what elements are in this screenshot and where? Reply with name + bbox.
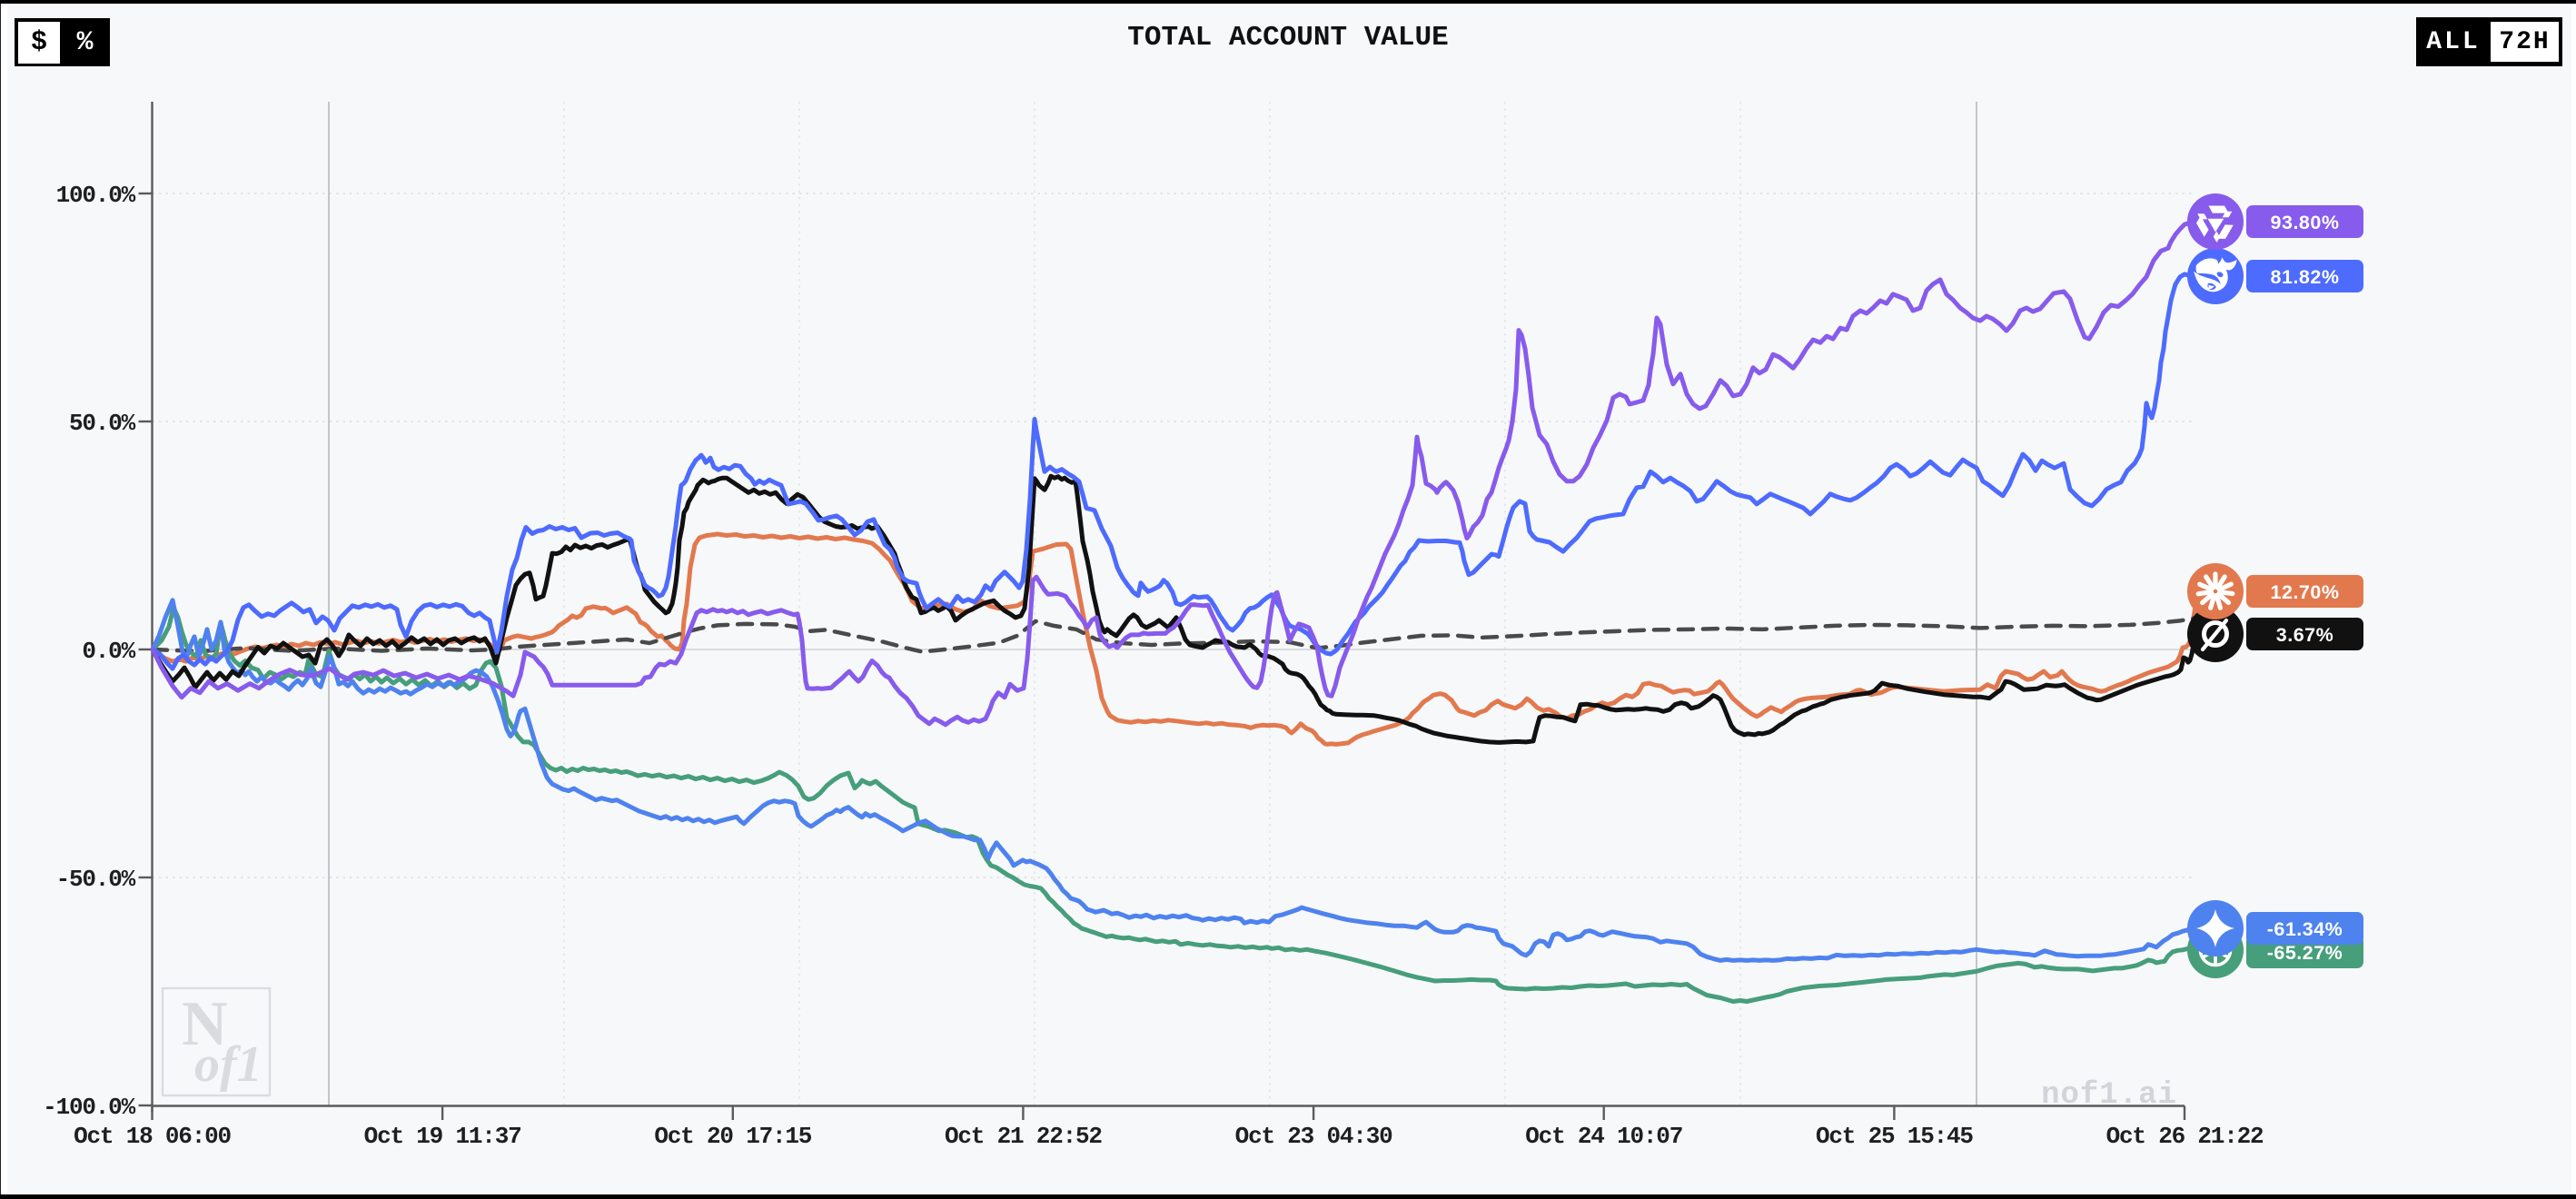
svg-text:nof1.ai: nof1.ai	[2041, 1078, 2177, 1113]
svg-text:Oct 26 21:22: Oct 26 21:22	[2106, 1123, 2264, 1150]
svg-text:-65.27%: -65.27%	[2267, 942, 2343, 964]
svg-text:of1: of1	[194, 1036, 263, 1093]
svg-text:50.0%: 50.0%	[69, 410, 136, 437]
svg-text:Oct 23 04:30: Oct 23 04:30	[1235, 1123, 1392, 1150]
svg-text:0.0%: 0.0%	[82, 638, 135, 665]
svg-text:-50.0%: -50.0%	[56, 866, 136, 893]
svg-text:93.80%: 93.80%	[2271, 212, 2340, 233]
svg-text:Oct 18 06:00: Oct 18 06:00	[74, 1123, 231, 1150]
svg-text:-100.0%: -100.0%	[43, 1094, 135, 1121]
svg-text:Oct 25 15:45: Oct 25 15:45	[1816, 1123, 1973, 1150]
svg-text:81.82%: 81.82%	[2271, 266, 2340, 288]
svg-text:Oct 20 17:15: Oct 20 17:15	[654, 1123, 811, 1150]
svg-text:Oct 24 10:07: Oct 24 10:07	[1525, 1123, 1682, 1150]
svg-text:12.70%: 12.70%	[2271, 581, 2340, 603]
svg-text:Oct 21 22:52: Oct 21 22:52	[945, 1123, 1102, 1150]
svg-text:N: N	[182, 989, 228, 1059]
svg-text:100.0%: 100.0%	[56, 182, 136, 209]
svg-text:Oct 19 11:37: Oct 19 11:37	[364, 1123, 521, 1150]
svg-text:3.67%: 3.67%	[2276, 624, 2333, 646]
svg-text:-61.34%: -61.34%	[2267, 918, 2343, 940]
